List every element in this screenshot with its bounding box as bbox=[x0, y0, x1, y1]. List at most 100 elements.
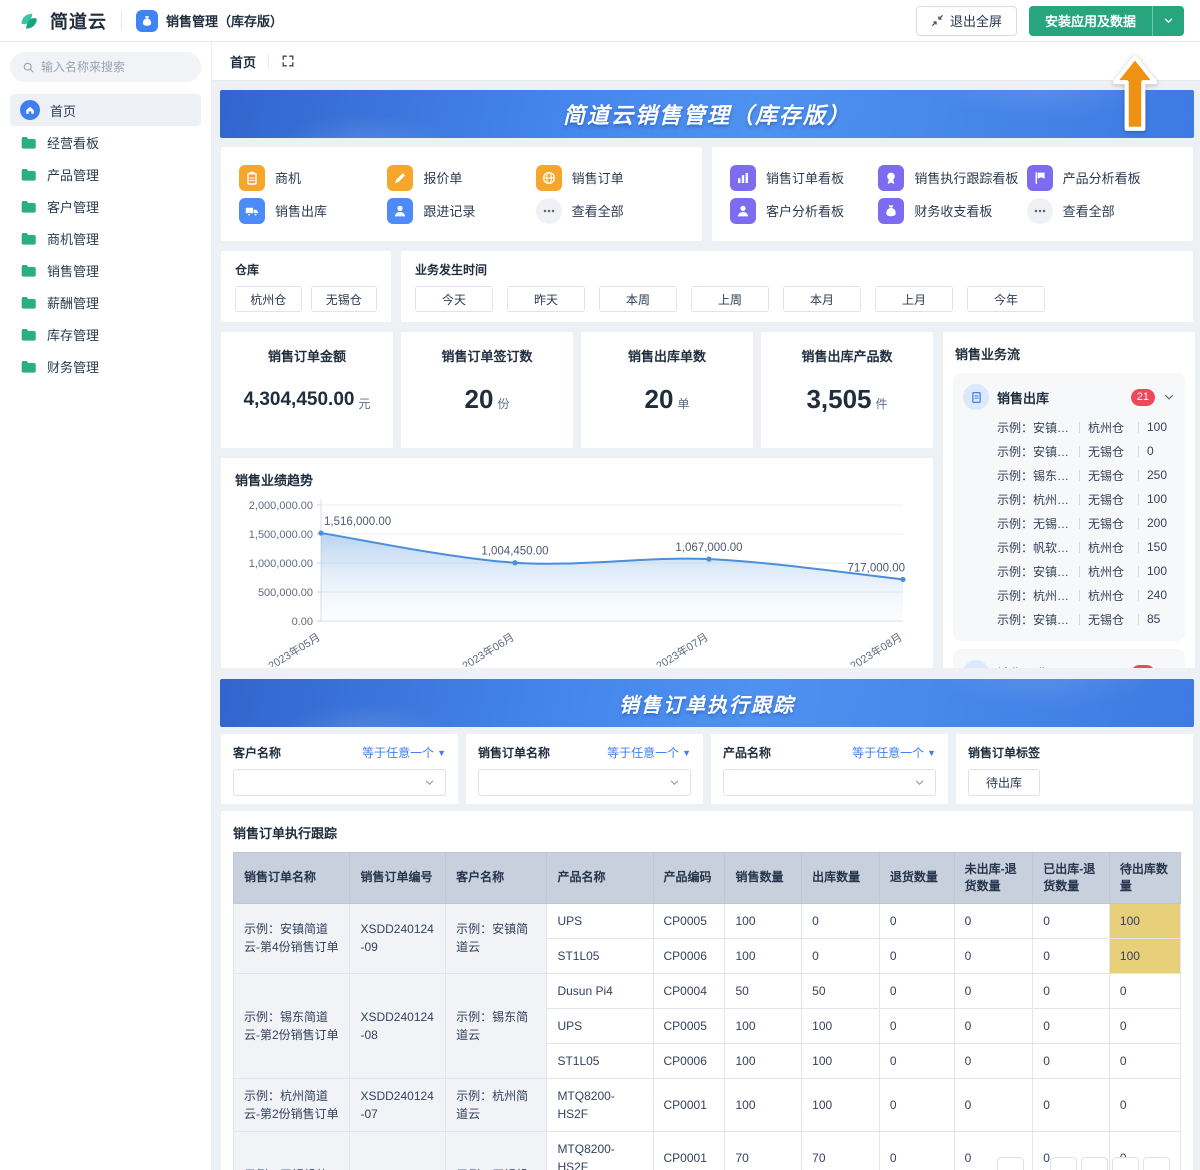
sidebar-search[interactable] bbox=[10, 52, 201, 82]
warehouse-option-无锡仓[interactable]: 无锡仓 bbox=[310, 286, 377, 312]
sidebar-item-库存管理[interactable]: 库存管理 bbox=[10, 318, 201, 350]
x-tick-label: 2023年08月 bbox=[847, 630, 904, 667]
outbound-row-qty: 85 bbox=[1147, 612, 1161, 626]
home-icon bbox=[26, 106, 34, 114]
filter-value-select[interactable] bbox=[233, 769, 446, 796]
quicklink-客户分析看板[interactable]: 客户分析看板 bbox=[730, 197, 878, 224]
badge-icon bbox=[887, 172, 896, 184]
table-row[interactable]: 示例：无锡帆软-第3份销售订单XSDD240124-06示例：无锡帆软MTQ82… bbox=[232, 1130, 1182, 1170]
table-row[interactable]: 示例：锡东简道云-第2份销售订单 XSDD240124-08 示例：锡东简道云 Dus… bbox=[232, 972, 1182, 1079]
filter-operator-dropdown[interactable]: 等于任意一个 ▼ bbox=[852, 744, 936, 761]
expand-fullscreen-icon[interactable] bbox=[281, 54, 295, 68]
quicklink-查看全部[interactable]: 查看全部 bbox=[1026, 197, 1175, 224]
sidebar-item-首页[interactable]: 首页 bbox=[10, 94, 201, 126]
chevron-down-icon[interactable] bbox=[1163, 391, 1175, 403]
install-app-caret[interactable] bbox=[1152, 5, 1184, 36]
breadcrumb-home[interactable]: 首页 bbox=[230, 54, 257, 70]
pagination-button[interactable] bbox=[1081, 1157, 1108, 1170]
table-row[interactable]: 示例：安镇简道云-第4份销售订单 XSDD240124-09 示例：安镇简道云 UPS… bbox=[232, 902, 1182, 974]
sidebar-item-薪酬管理[interactable]: 薪酬管理 bbox=[10, 286, 201, 318]
quicklink-销售执行跟踪看板[interactable]: 销售执行跟踪看板 bbox=[878, 164, 1026, 191]
sidebar-item-经营看板[interactable]: 经营看板 bbox=[10, 126, 201, 158]
pagination-button[interactable] bbox=[1112, 1157, 1139, 1170]
time-option-昨天[interactable]: 昨天 bbox=[507, 286, 585, 312]
warehouse-option-杭州仓[interactable]: 杭州仓 bbox=[235, 286, 302, 312]
quicklink-财务收支看板[interactable]: 财务收支看板 bbox=[878, 197, 1026, 224]
outbound-row[interactable]: 示例：无锡… 无锡仓 200 bbox=[997, 511, 1175, 535]
divider bbox=[1079, 493, 1080, 505]
time-option-上周[interactable]: 上周 bbox=[691, 286, 769, 312]
time-option-本周[interactable]: 本周 bbox=[599, 286, 677, 312]
quicklink-查看全部[interactable]: 查看全部 bbox=[535, 197, 684, 224]
quick-links-dashboards-panel: 销售订单看板 销售执行跟踪看板 产品分析看板客户分析看板 财务收支看板 查看全部 bbox=[711, 146, 1194, 242]
pagination-button[interactable] bbox=[1050, 1157, 1077, 1170]
table-row[interactable]: UPS CP0005 100 100 0 0 0 0 bbox=[234, 1007, 1182, 1044]
outbound-row-name: 示例：安镇… bbox=[997, 420, 1070, 435]
cell-product-name: MTQ8200-HS2F bbox=[546, 1077, 654, 1132]
table-row[interactable]: ST1L05 CP0006 100 0 0 0 0 100 bbox=[234, 937, 1182, 974]
quicklink-跟进记录[interactable]: 跟进记录 bbox=[387, 197, 535, 224]
outbound-row[interactable]: 示例：锡东… 无锡仓 250 bbox=[997, 463, 1175, 487]
table-header-产品名称: 产品名称 bbox=[546, 852, 654, 904]
outbound-row-qty: 200 bbox=[1147, 516, 1168, 530]
brand-logo[interactable]: 简道云 bbox=[16, 8, 107, 34]
install-app-label[interactable]: 安装应用及数据 bbox=[1044, 14, 1136, 29]
filter-label: 产品名称 bbox=[723, 746, 772, 760]
quicklink-label: 客户分析看板 bbox=[766, 204, 845, 219]
chevron-down-icon bbox=[670, 780, 679, 785]
table-row[interactable]: 示例：杭州简道云-第2份销售订单 XSDD240124-07 示例：杭州简道云 MTQ… bbox=[232, 1077, 1182, 1132]
outbound-row-name: 示例：安镇… bbox=[997, 564, 1070, 579]
outbound-row-name: 示例：安镇… bbox=[997, 444, 1070, 459]
outbound-row[interactable]: 示例：帆软… 杭州仓 150 bbox=[997, 535, 1175, 559]
outbound-row[interactable]: 示例：杭州… 杭州仓 240 bbox=[997, 583, 1175, 607]
sidebar-item-销售管理[interactable]: 销售管理 bbox=[10, 254, 201, 286]
quicklink-报价单[interactable]: 报价单 bbox=[387, 164, 535, 191]
divider bbox=[1079, 469, 1080, 481]
quicklink-产品分析看板[interactable]: 产品分析看板 bbox=[1026, 164, 1175, 191]
outbound-row[interactable]: 示例：安镇… 无锡仓 85 bbox=[997, 607, 1175, 631]
outbound-row[interactable]: 示例：安镇… 无锡仓 0 bbox=[997, 439, 1175, 463]
kpi-label: 销售订单金额 bbox=[267, 349, 346, 364]
divider bbox=[1079, 541, 1080, 553]
cell-return-qty: 0 bbox=[878, 1077, 955, 1132]
pagination-button[interactable] bbox=[1143, 1157, 1170, 1170]
quicklink-label: 商机 bbox=[275, 171, 302, 186]
cell-not-out-return-qty: 0 bbox=[953, 972, 1034, 1009]
exit-fullscreen-button[interactable]: 退出全屏 bbox=[915, 5, 1017, 36]
divider bbox=[1138, 421, 1139, 433]
quicklink-销售订单看板[interactable]: 销售订单看板 bbox=[730, 164, 878, 191]
sidebar-item-财务管理[interactable]: 财务管理 bbox=[10, 350, 201, 382]
cell-order-name: 示例：无锡帆软-第3份销售订单 bbox=[232, 1130, 351, 1170]
filter-operator-dropdown[interactable]: 等于任意一个 ▼ bbox=[362, 744, 446, 761]
filter-value-select[interactable] bbox=[478, 769, 691, 796]
cell-product-name: UPS bbox=[546, 902, 654, 939]
outbound-row[interactable]: 示例：杭州… 无锡仓 100 bbox=[997, 487, 1175, 511]
outbound-row[interactable]: 示例：安镇… 杭州仓 100 bbox=[997, 415, 1175, 439]
filter-operator-dropdown[interactable]: 等于任意一个 ▼ bbox=[607, 744, 691, 761]
quicklink-销售出库[interactable]: 销售出库 bbox=[239, 197, 387, 224]
time-option-今天[interactable]: 今天 bbox=[415, 286, 493, 312]
quicklink-销售订单[interactable]: 销售订单 bbox=[535, 164, 684, 191]
time-option-本月[interactable]: 本月 bbox=[783, 286, 861, 312]
returns-flow-header[interactable]: 销售退货 1 bbox=[963, 657, 1175, 669]
time-option-上月[interactable]: 上月 bbox=[875, 286, 953, 312]
filter-value-select[interactable] bbox=[723, 769, 936, 796]
table-row[interactable]: ST1L05 CP0006 100 100 0 0 0 0 bbox=[234, 1042, 1182, 1079]
quicklink-商机[interactable]: 商机 bbox=[239, 164, 387, 191]
sidebar-item-客户管理[interactable]: 客户管理 bbox=[10, 190, 201, 222]
install-app-split-button[interactable]: 安装应用及数据 bbox=[1028, 5, 1184, 36]
compress-icon bbox=[932, 15, 943, 26]
kpi-card-销售订单签订数: 销售订单签订数 20 份 bbox=[400, 331, 574, 449]
table-header-销售数量: 销售数量 bbox=[724, 852, 803, 904]
sidebar-item-产品管理[interactable]: 产品管理 bbox=[10, 158, 201, 190]
main-area: 首页 简道云销售管理（库存版） 商机 报价单 销售订单 销售出库 跟进记录 查看全部 销售… bbox=[212, 42, 1200, 1170]
outbound-flow-header[interactable]: 销售出库 21 bbox=[963, 381, 1175, 413]
outbound-row[interactable]: 示例：安镇… 杭州仓 100 bbox=[997, 559, 1175, 583]
sidebar-search-input[interactable] bbox=[41, 60, 181, 74]
sidebar-item-商机管理[interactable]: 商机管理 bbox=[10, 222, 201, 254]
tag-option-button[interactable]: 待出库 bbox=[968, 769, 1040, 796]
pagination-button[interactable] bbox=[997, 1157, 1024, 1170]
chevron-right-icon[interactable] bbox=[1163, 667, 1175, 669]
time-option-今年[interactable]: 今年 bbox=[967, 286, 1045, 312]
table-header-已出库-退货数量: 已出库-退货数量 bbox=[1032, 852, 1110, 904]
